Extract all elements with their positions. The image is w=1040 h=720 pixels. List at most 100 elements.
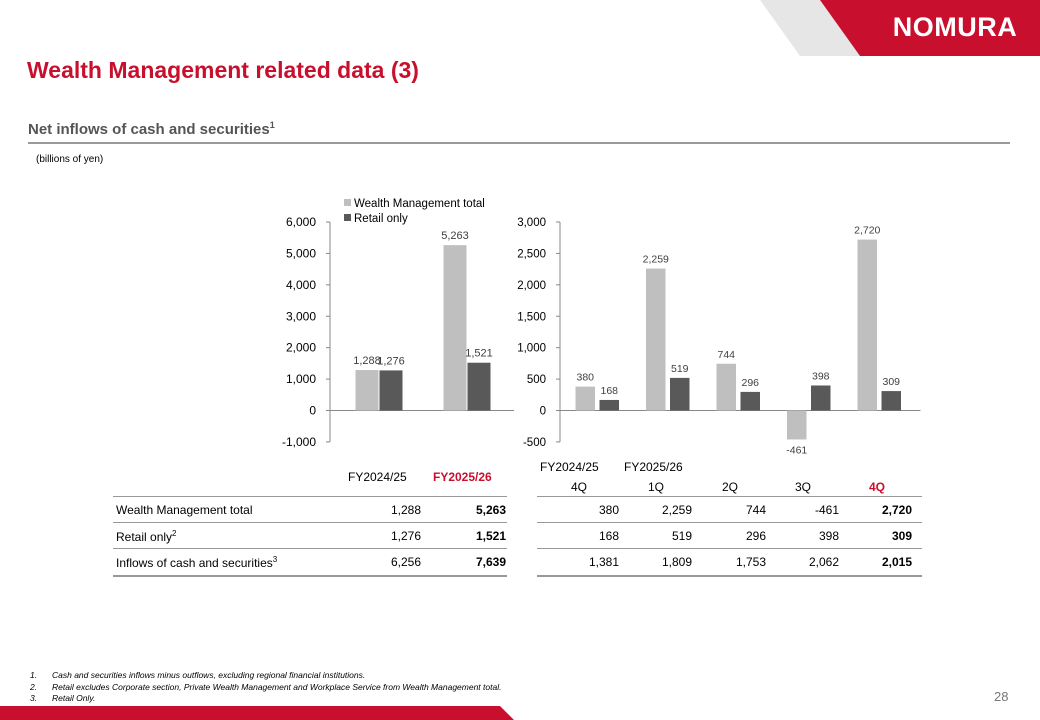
table-cell-fy: 1,521 bbox=[475, 529, 506, 543]
table-cell-q: 2,720 bbox=[881, 503, 912, 517]
table-cell-q: 2,259 bbox=[661, 503, 692, 517]
data-label-1: 1,288 bbox=[353, 355, 381, 367]
data-label-2: 309 bbox=[882, 376, 900, 388]
bar-retail-2 bbox=[599, 399, 619, 411]
data-label-2: 2,720 bbox=[854, 225, 880, 237]
y-tick-label-2: -500 bbox=[523, 437, 546, 449]
section-divider bbox=[28, 142, 1010, 144]
table-cell-q: 2,015 bbox=[881, 555, 912, 569]
page-title: Wealth Management related data (3) bbox=[27, 57, 419, 83]
footnote-text: Retail excludes Corporate section, Priva… bbox=[52, 681, 502, 692]
footnote: 2. Retail excludes Corporate section, Pri… bbox=[30, 682, 501, 694]
table-cell-q: 1,753 bbox=[735, 555, 766, 569]
y-tick-label-1: 5,000 bbox=[286, 246, 316, 260]
legend-label-retail: Retail only bbox=[354, 213, 408, 225]
row-label-text: Inflows of cash and securities bbox=[116, 556, 273, 570]
table-rule bbox=[537, 575, 922, 577]
data-label-2: 398 bbox=[812, 370, 830, 382]
table-cell-fy: 6,256 bbox=[390, 555, 421, 569]
data-label-2: -461 bbox=[786, 444, 807, 456]
y-tick-label-1: 2,000 bbox=[286, 341, 316, 355]
bar-retail-1 bbox=[379, 370, 403, 411]
table-row-label: Wealth Management total bbox=[116, 503, 253, 517]
data-label-2: 168 bbox=[600, 385, 618, 397]
bar-retail-2 bbox=[670, 377, 690, 411]
footnote-number: 3. bbox=[30, 693, 38, 703]
y-tick-label-2: 3,000 bbox=[517, 217, 546, 229]
q-group-header: FY2025/26 bbox=[624, 460, 683, 474]
fy-header: FY2024/25 bbox=[348, 470, 407, 484]
bottom-band bbox=[0, 706, 514, 720]
table-cell-q: 744 bbox=[745, 503, 766, 517]
q-header: 4Q bbox=[868, 480, 885, 494]
table-cell-q: 398 bbox=[818, 529, 839, 543]
table-cell-q: 1,381 bbox=[588, 555, 619, 569]
table-rule bbox=[537, 522, 922, 523]
section-title-sup: 1 bbox=[269, 120, 275, 130]
footnote-number: 2. bbox=[30, 681, 38, 692]
bar-retail-2 bbox=[740, 391, 760, 411]
data-label-2: 2,259 bbox=[643, 254, 669, 266]
y-tick-label-1: 0 bbox=[309, 404, 316, 418]
table-cell-fy: 5,263 bbox=[475, 503, 506, 517]
y-tick-label-2: 1,500 bbox=[517, 311, 546, 323]
footnote-number: 1. bbox=[30, 670, 38, 680]
y-tick-label-1: 3,000 bbox=[286, 309, 316, 323]
page-number: 28 bbox=[994, 689, 1009, 704]
footnote: 3. Retail Only. bbox=[30, 693, 501, 705]
table-cell-q: 1,809 bbox=[661, 555, 692, 569]
bar-wm-total-2 bbox=[716, 363, 736, 411]
table-rule bbox=[537, 496, 922, 497]
footnotes: 1. Cash and securities inflows minus outf… bbox=[30, 670, 501, 705]
bar-wm-total-1 bbox=[443, 245, 467, 411]
legend-label-wm-total: Wealth Management total bbox=[354, 198, 485, 210]
section-title-text: Net inflows of cash and securities bbox=[28, 121, 270, 138]
table-row-label: Inflows of cash and securities3 bbox=[116, 555, 277, 570]
table-row-label: Retail only2 bbox=[116, 529, 176, 544]
table-rule bbox=[113, 548, 507, 549]
table-cell-q: 168 bbox=[598, 529, 619, 543]
legend-swatch-wm-total bbox=[344, 199, 351, 206]
table-cell-q: 309 bbox=[891, 529, 912, 543]
y-tick-label-1: -1,000 bbox=[282, 435, 316, 449]
row-label-text: Wealth Management total bbox=[116, 503, 253, 517]
bar-retail-2 bbox=[881, 391, 901, 411]
q-header: 4Q bbox=[570, 480, 587, 494]
table-cell-fy: 7,639 bbox=[475, 555, 506, 569]
table-cell-q: 519 bbox=[671, 529, 692, 543]
nomura-logo: NOMURA bbox=[892, 12, 1018, 42]
data-label-1: 1,276 bbox=[377, 355, 405, 367]
footnote-text: Retail Only. bbox=[52, 693, 96, 703]
y-tick-label-2: 2,000 bbox=[517, 280, 546, 292]
table-cell-q: -461 bbox=[814, 503, 839, 517]
fy-header-current: FY2025/26 bbox=[433, 470, 492, 484]
bar-retail-1 bbox=[467, 362, 491, 411]
data-label-2: 380 bbox=[576, 372, 594, 384]
bar-wm-total-2 bbox=[646, 268, 666, 411]
q-header: 2Q bbox=[721, 480, 738, 494]
q-header: 1Q bbox=[647, 480, 664, 494]
y-tick-label-1: 4,000 bbox=[286, 278, 316, 292]
row-label-sup: 2 bbox=[172, 529, 177, 538]
row-label-text: Retail only bbox=[116, 530, 173, 544]
bar-wm-total-2 bbox=[857, 239, 877, 411]
q-header: 3Q bbox=[794, 480, 811, 494]
y-tick-label-1: 6,000 bbox=[286, 215, 316, 229]
data-label-2: 744 bbox=[717, 349, 735, 361]
bar-wm-total-2 bbox=[575, 386, 595, 411]
table-rule bbox=[113, 496, 507, 497]
bar-wm-total-1 bbox=[355, 370, 379, 411]
charts-canvas: -1,000 0 1,000 2,000 3,000 4,000 5,000 6,000 1,2… bbox=[282, 198, 921, 456]
y-tick-label-2: 1,000 bbox=[517, 343, 546, 355]
bar-wm-total-2 bbox=[787, 410, 807, 440]
bar-retail-2 bbox=[811, 385, 831, 411]
data-label-2: 296 bbox=[741, 377, 759, 389]
y-tick-label-2: 2,500 bbox=[517, 248, 546, 260]
q-group-header: FY2024/25 bbox=[540, 460, 599, 474]
data-label-1: 5,263 bbox=[441, 230, 469, 242]
legend-swatch-retail bbox=[344, 214, 351, 221]
table-rule bbox=[113, 575, 507, 577]
table-rule bbox=[113, 522, 507, 523]
table-cell-q: 2,062 bbox=[808, 555, 839, 569]
header-band bbox=[760, 0, 1040, 56]
